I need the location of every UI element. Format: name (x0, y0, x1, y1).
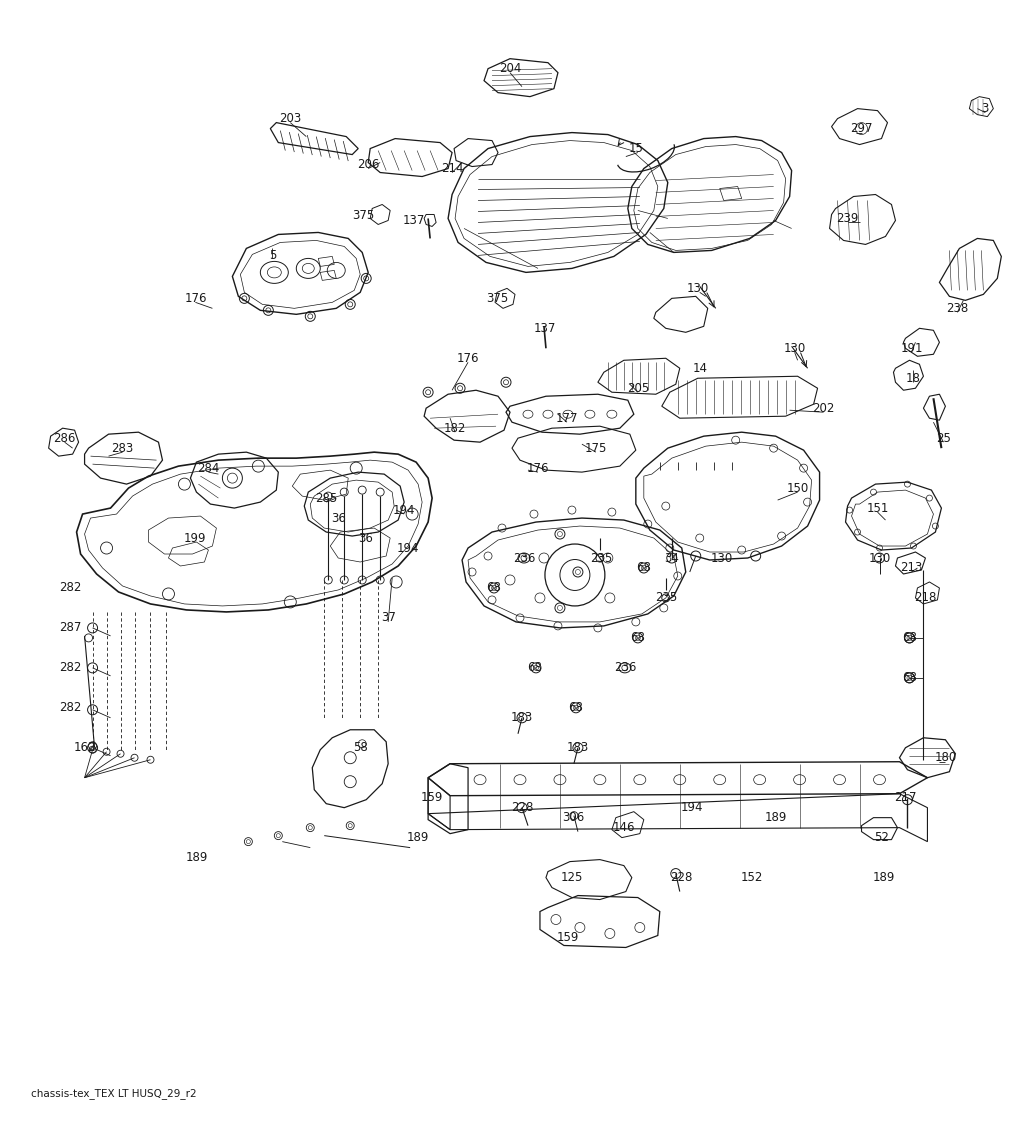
Text: 130: 130 (711, 551, 733, 565)
Text: 137: 137 (403, 214, 425, 227)
Text: 202: 202 (812, 402, 835, 414)
Text: 177: 177 (556, 412, 579, 424)
Text: 236: 236 (613, 661, 636, 674)
Text: 34: 34 (665, 551, 679, 565)
Text: 5: 5 (268, 249, 276, 262)
Text: 194: 194 (393, 503, 416, 517)
Text: 130: 130 (868, 551, 891, 565)
Text: 150: 150 (786, 482, 809, 494)
Text: 287: 287 (59, 621, 82, 634)
Text: 68: 68 (631, 631, 645, 645)
Text: 180: 180 (934, 751, 956, 765)
Text: 52: 52 (874, 831, 889, 844)
Text: 159: 159 (421, 792, 443, 804)
Text: 375: 375 (352, 209, 375, 222)
Text: 285: 285 (315, 492, 337, 504)
Text: 194: 194 (681, 801, 703, 814)
Text: 159: 159 (557, 931, 580, 944)
Text: 375: 375 (486, 292, 508, 304)
Text: 125: 125 (561, 871, 583, 884)
Text: 162: 162 (74, 741, 96, 755)
Text: 217: 217 (894, 792, 916, 804)
Text: 286: 286 (53, 431, 76, 445)
Text: 228: 228 (511, 801, 534, 814)
Text: 3: 3 (982, 102, 989, 116)
Text: 37: 37 (381, 611, 395, 624)
Text: 36: 36 (331, 512, 346, 524)
Text: 235: 235 (590, 551, 612, 565)
Text: 282: 282 (59, 582, 82, 594)
Text: 284: 284 (198, 462, 219, 475)
Text: 205: 205 (627, 382, 649, 395)
Text: 151: 151 (866, 502, 889, 514)
Text: 176: 176 (457, 351, 479, 365)
Text: 25: 25 (936, 431, 951, 445)
Text: 189: 189 (185, 851, 208, 864)
Text: 14: 14 (692, 362, 708, 375)
Text: 282: 282 (59, 661, 82, 674)
Text: 235: 235 (654, 592, 677, 604)
Text: 68: 68 (486, 582, 502, 594)
Text: 189: 189 (407, 831, 429, 844)
Text: 191: 191 (900, 341, 923, 355)
Text: 203: 203 (280, 112, 301, 125)
Text: 68: 68 (902, 631, 916, 645)
Text: 68: 68 (568, 701, 584, 714)
Text: 183: 183 (511, 711, 534, 724)
Text: 189: 189 (872, 871, 895, 884)
Text: 182: 182 (443, 421, 466, 435)
Text: 189: 189 (765, 811, 786, 824)
Text: 68: 68 (902, 672, 916, 684)
Text: 214: 214 (440, 162, 463, 175)
Text: 236: 236 (513, 551, 536, 565)
Text: 218: 218 (914, 592, 937, 604)
Text: 206: 206 (357, 158, 379, 171)
Text: 58: 58 (353, 741, 368, 755)
Text: 283: 283 (112, 441, 134, 455)
Text: 130: 130 (783, 341, 806, 355)
Text: 175: 175 (585, 441, 607, 455)
Text: 36: 36 (357, 531, 373, 545)
Text: 130: 130 (687, 282, 709, 295)
Text: 18: 18 (906, 372, 921, 385)
Text: 239: 239 (837, 212, 859, 225)
Text: 176: 176 (184, 292, 207, 304)
Text: 282: 282 (59, 701, 82, 714)
Text: 152: 152 (740, 871, 763, 884)
Text: 68: 68 (527, 661, 543, 674)
Text: 176: 176 (526, 462, 549, 475)
Text: 306: 306 (562, 811, 584, 824)
Text: 297: 297 (850, 122, 872, 135)
Text: 204: 204 (499, 62, 521, 75)
Text: 194: 194 (397, 541, 420, 555)
Text: 68: 68 (636, 562, 651, 575)
Text: 146: 146 (612, 821, 635, 834)
Text: 228: 228 (671, 871, 693, 884)
Text: chassis-tex_TEX LT HUSQ_29_r2: chassis-tex_TEX LT HUSQ_29_r2 (31, 1088, 197, 1099)
Text: 137: 137 (534, 322, 556, 335)
Text: 199: 199 (183, 531, 206, 545)
Text: 213: 213 (900, 562, 923, 575)
Text: 15: 15 (629, 143, 643, 155)
Text: 238: 238 (946, 302, 969, 314)
Text: 183: 183 (567, 741, 589, 755)
